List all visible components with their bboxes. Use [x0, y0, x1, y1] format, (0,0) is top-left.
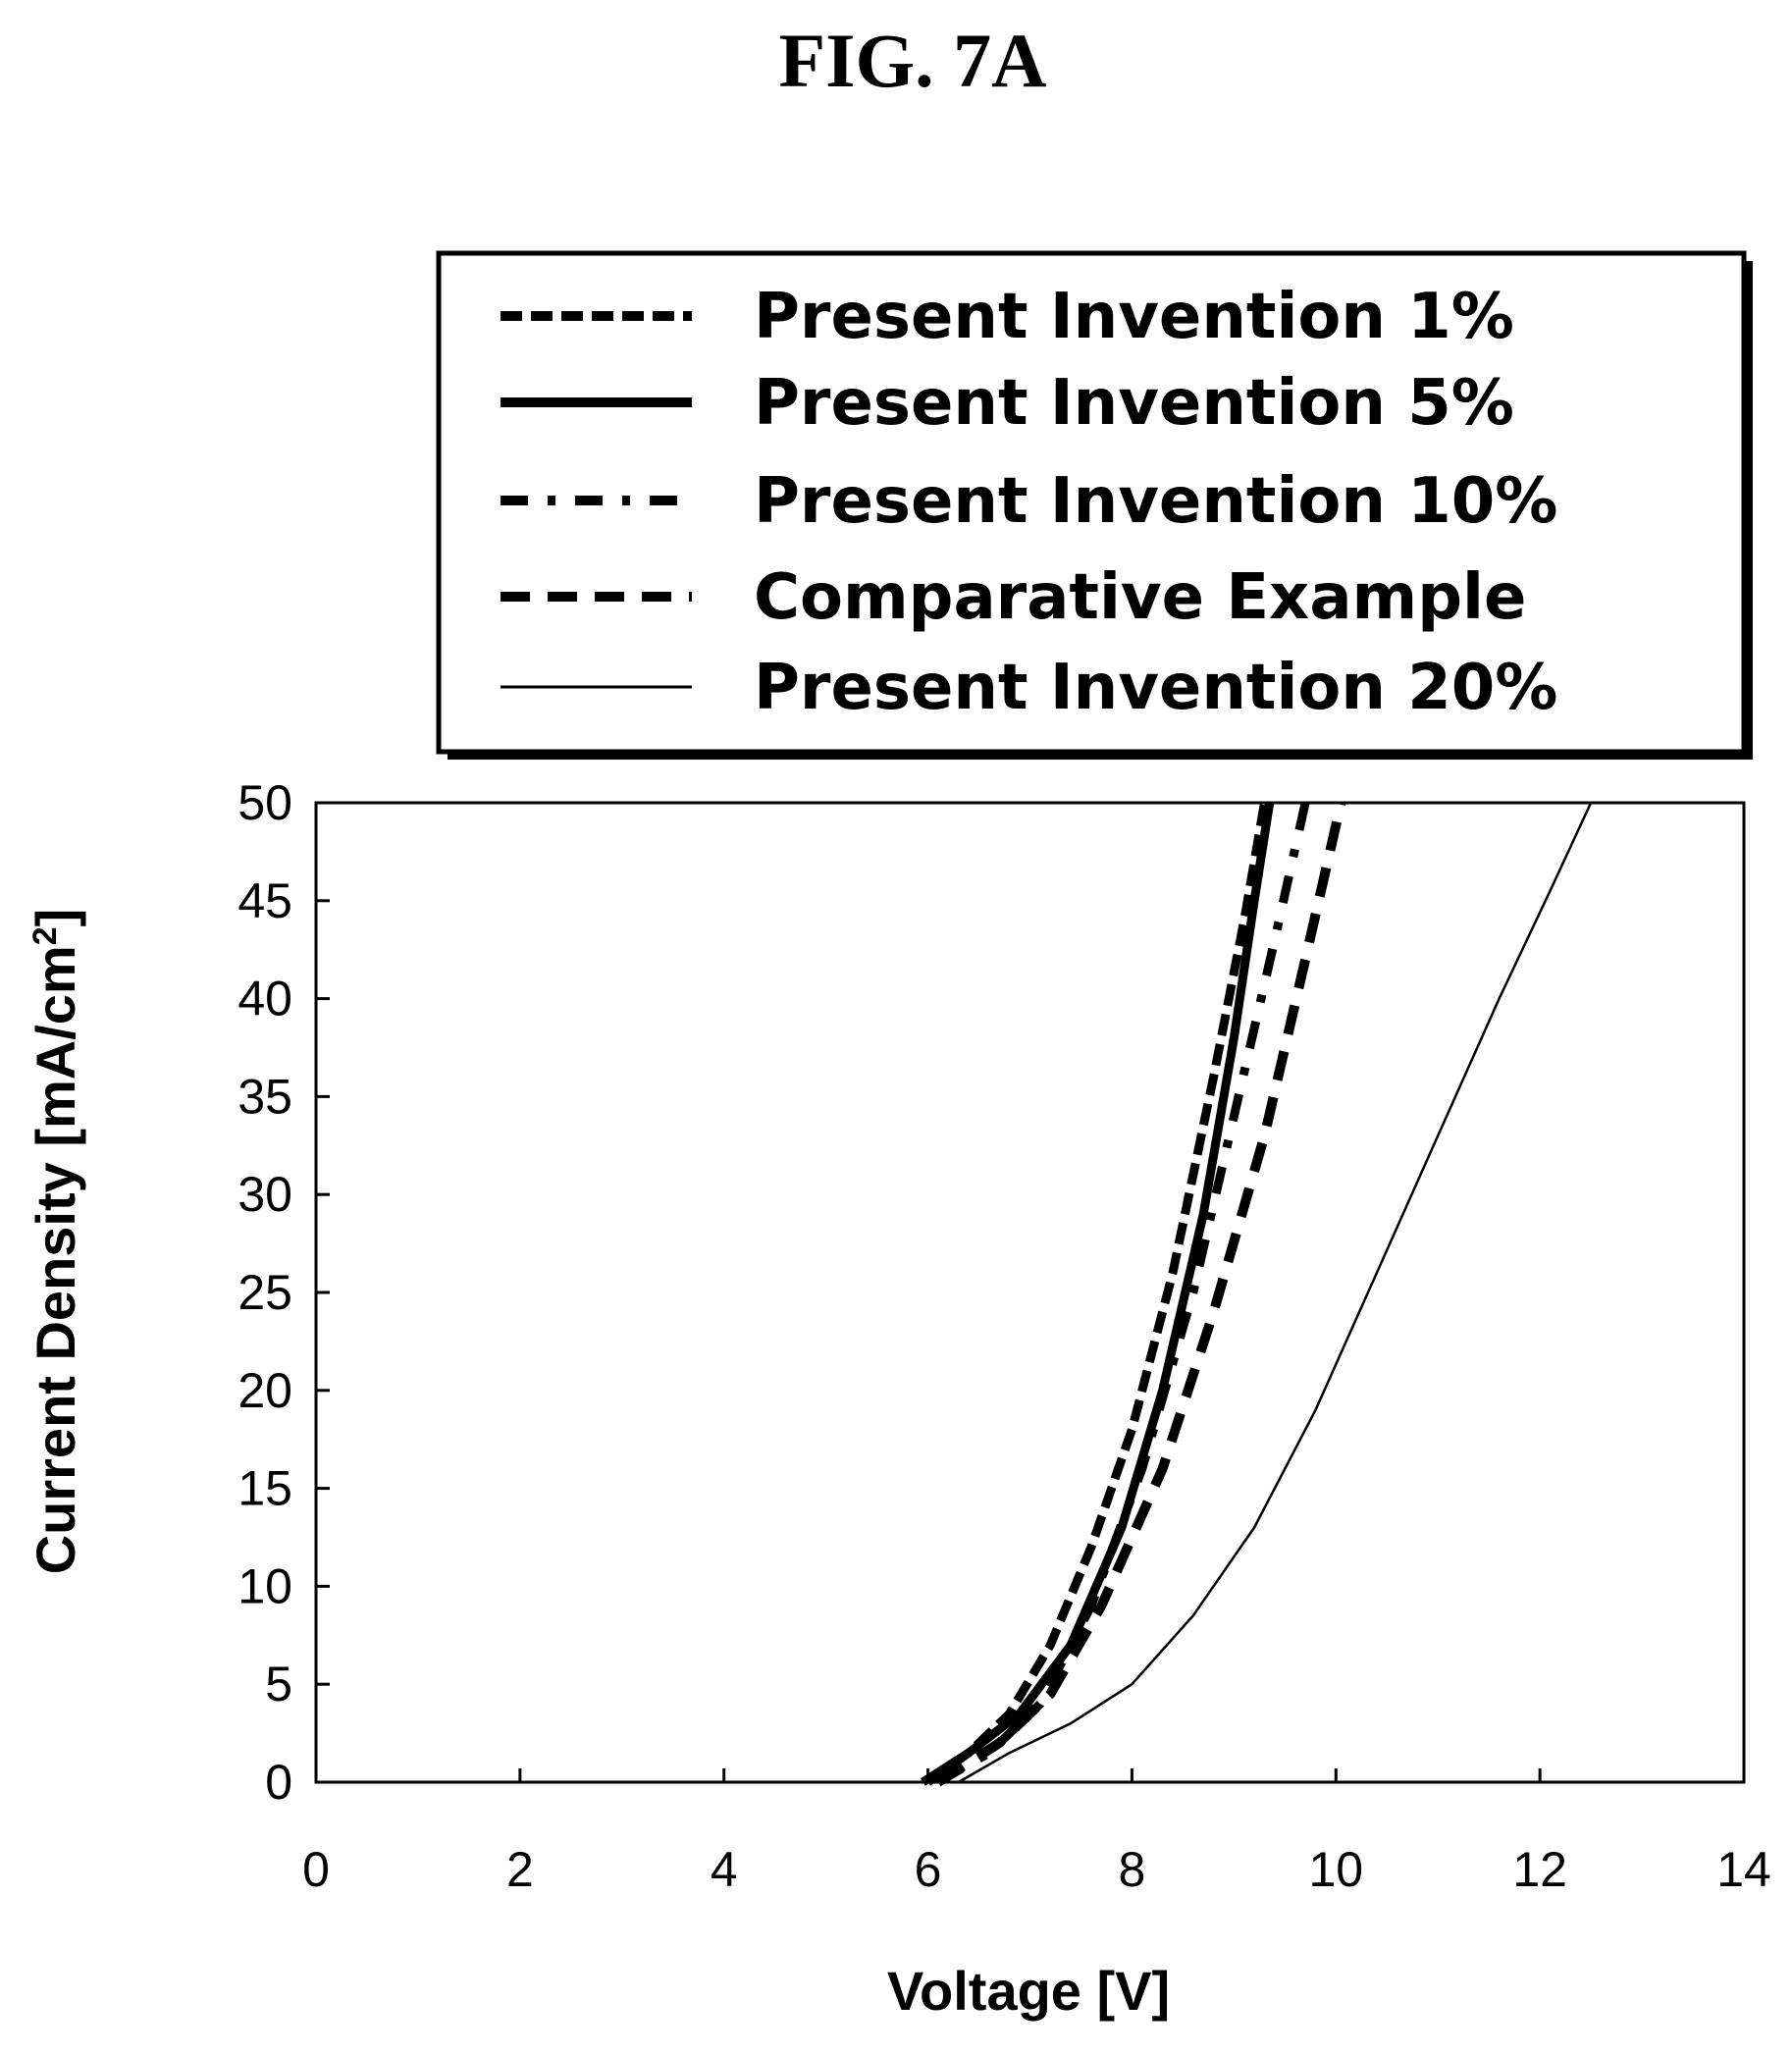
figure-title: FIG. 7A — [779, 18, 1047, 103]
y-tick-label: 5 — [265, 1657, 292, 1712]
x-tick-label: 0 — [302, 1842, 330, 1897]
plot-area — [314, 801, 1746, 1784]
y-tick-label: 30 — [237, 1167, 292, 1222]
y-axis-label-superscript: 2 — [26, 926, 64, 945]
legend-label-present-invention-5: Present Invention 5% — [754, 367, 1514, 440]
x-tick-label: 6 — [915, 1842, 942, 1897]
x-tick-label: 10 — [1308, 1842, 1363, 1897]
series-line-present-invention-1 — [924, 802, 1269, 1786]
y-tick-label: 15 — [237, 1461, 292, 1516]
series-line-present-invention-20 — [958, 802, 1593, 1784]
x-tick-label: 8 — [1119, 1842, 1146, 1897]
x-tick-label: 2 — [506, 1842, 534, 1897]
y-tick-label: 20 — [237, 1363, 292, 1418]
y-axis-label-main: Current Density [mA/cm — [25, 945, 86, 1574]
legend-label-present-invention-10: Present Invention 10% — [754, 465, 1557, 538]
y-tick-label: 40 — [237, 972, 292, 1027]
legend-label-comparative-example: Comparative Example — [754, 561, 1526, 634]
x-axis-label: Voltage [V] — [887, 1960, 1170, 2022]
y-tick-label: 10 — [237, 1558, 292, 1613]
y-tick-label: 25 — [237, 1265, 292, 1320]
x-tick-label: 14 — [1716, 1842, 1771, 1897]
y-axis-label: Current Density [mA/cm2] — [25, 909, 86, 1575]
legend: Present Invention 1% Present Invention 5%… — [436, 250, 1753, 760]
series-line-comparative-example — [935, 801, 1346, 1787]
y-tick-label: 50 — [237, 775, 292, 830]
legend-label-present-invention-1: Present Invention 1% — [754, 281, 1514, 353]
y-axis-label-suffix: ] — [25, 909, 86, 927]
series-line-present-invention-10 — [935, 802, 1310, 1786]
y-tick-label: 35 — [237, 1069, 292, 1124]
legend-label-present-invention-20: Present Invention 20% — [754, 652, 1557, 724]
y-tick-label: 45 — [237, 873, 292, 928]
x-tick-label: 4 — [711, 1842, 738, 1897]
x-tick-label: 12 — [1512, 1842, 1567, 1897]
y-tick-label: 0 — [265, 1755, 292, 1810]
